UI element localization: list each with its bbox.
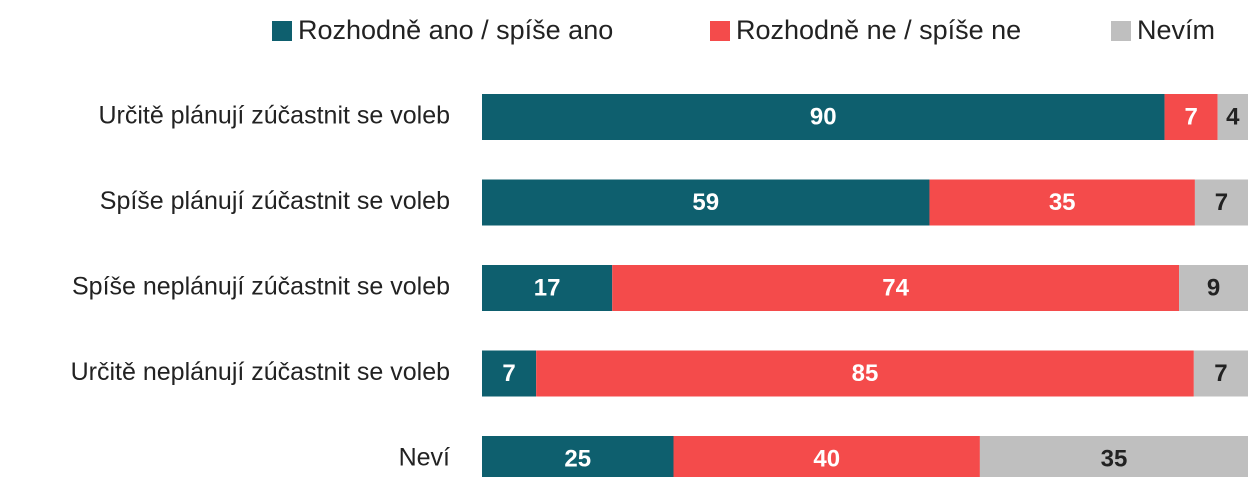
category-label: Neví bbox=[399, 444, 450, 472]
value-label: 35 bbox=[1101, 445, 1128, 472]
category-label: Určitě neplánují zúčastnit se voleb bbox=[71, 358, 450, 386]
bar-segment bbox=[929, 179, 1195, 226]
bar-segment bbox=[1217, 94, 1248, 140]
value-label: 90 bbox=[810, 103, 837, 130]
bar-segment bbox=[482, 179, 930, 226]
bar-segment bbox=[1193, 350, 1248, 397]
value-label: 7 bbox=[502, 360, 515, 387]
category-label: Spíše plánují zúčastnit se voleb bbox=[100, 187, 450, 215]
value-label: 40 bbox=[813, 445, 840, 472]
legend-label: Nevím bbox=[1137, 15, 1215, 45]
legend-swatch bbox=[272, 21, 292, 41]
value-label: 17 bbox=[534, 274, 561, 301]
value-label: 59 bbox=[692, 189, 719, 216]
category-label: Spíše neplánují zúčastnit se voleb bbox=[72, 273, 450, 301]
bar-segment bbox=[482, 350, 537, 397]
category-label: Určitě plánují zúčastnit se voleb bbox=[98, 102, 450, 130]
value-label: 7 bbox=[1215, 189, 1228, 216]
bar-segment bbox=[979, 436, 1248, 477]
bar-segment bbox=[1179, 265, 1248, 311]
bar-segment bbox=[536, 350, 1194, 397]
legend-label: Rozhodně ne / spíše ne bbox=[736, 15, 1021, 45]
bar-segment bbox=[612, 265, 1180, 311]
bar-segment bbox=[482, 265, 613, 311]
bar-segment bbox=[482, 436, 674, 477]
legend-swatch bbox=[1111, 21, 1131, 41]
value-label: 25 bbox=[564, 445, 591, 472]
value-label: 7 bbox=[1214, 360, 1227, 387]
legend-swatch bbox=[710, 21, 730, 41]
legend-label: Rozhodně ano / spíše ano bbox=[298, 15, 613, 45]
value-label: 35 bbox=[1049, 189, 1076, 216]
bar-segment bbox=[482, 94, 1165, 140]
value-label: 85 bbox=[852, 360, 879, 387]
value-label: 4 bbox=[1226, 103, 1240, 130]
value-label: 7 bbox=[1184, 103, 1197, 130]
bar-segment bbox=[1164, 94, 1218, 140]
bar-segment bbox=[673, 436, 980, 477]
value-label: 9 bbox=[1207, 274, 1220, 301]
bar-segment bbox=[1194, 179, 1248, 226]
value-label: 74 bbox=[882, 274, 909, 301]
